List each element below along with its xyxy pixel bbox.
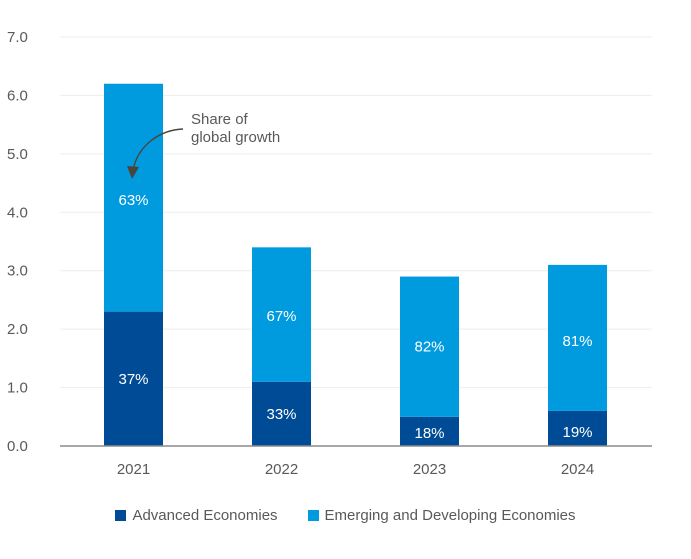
bar-segment-emerging-2023 [400, 276, 459, 417]
x-tick-label: 2021 [117, 461, 150, 478]
data-label: 19% [562, 424, 592, 441]
legend-swatch-advanced [115, 510, 127, 521]
x-tick-label: 2022 [265, 461, 298, 478]
bar-segment-emerging-2021 [104, 83, 163, 312]
x-axis: 2021 2022 2023 2024 [117, 461, 594, 478]
y-tick-label: 7.0 [7, 29, 28, 46]
data-label: 33% [266, 406, 296, 423]
data-label: 37% [118, 371, 148, 388]
bar-segment-advanced-2022 [252, 381, 311, 446]
x-tick-label: 2023 [413, 461, 446, 478]
bar-segment-advanced-2024 [548, 410, 607, 446]
data-label: 18% [414, 425, 444, 442]
y-tick-label: 0.0 [7, 438, 28, 455]
bar-segment-emerging-2022 [252, 247, 311, 382]
y-tick-label: 1.0 [7, 380, 28, 397]
annotation-text-line2: global growth [191, 129, 280, 146]
legend-label-emerging: Emerging and Developing Economies [324, 507, 576, 524]
y-tick-label: 4.0 [7, 204, 28, 221]
y-tick-label: 5.0 [7, 146, 28, 163]
data-label: 67% [266, 308, 296, 325]
bars: 37% 63% 33% 67% 18% 82% 19% 81% [104, 83, 607, 446]
y-tick-label: 6.0 [7, 87, 28, 104]
annotation-arrow-icon [132, 128, 184, 171]
bar-segment-advanced-2021 [104, 311, 163, 446]
x-tick-label: 2024 [561, 461, 594, 478]
legend-item-advanced: Advanced Economies [115, 507, 278, 524]
legend-label-advanced: Advanced Economies [132, 507, 278, 524]
bar-segment-emerging-2024 [548, 264, 607, 411]
bar-segment-advanced-2023 [400, 416, 459, 446]
annotation-text-line1: Share of [191, 111, 249, 128]
data-label: 63% [118, 192, 148, 209]
legend-item-emerging: Emerging and Developing Economies [307, 507, 576, 524]
y-axis: 0.0 1.0 2.0 3.0 4.0 5.0 6.0 7.0 [7, 29, 28, 455]
annotation-arrowhead-icon [127, 166, 139, 179]
data-label: 81% [562, 333, 592, 350]
stacked-bar-chart: 0.0 1.0 2.0 3.0 4.0 5.0 6.0 7.0 37% 63% 33% 67% 18%… [7, 29, 652, 478]
y-tick-label: 3.0 [7, 263, 28, 280]
legend: Advanced Economies Emerging and Developi… [0, 507, 691, 524]
annotation: Share of global growth [127, 111, 280, 179]
y-tick-label: 2.0 [7, 321, 28, 338]
data-label: 82% [414, 339, 444, 356]
legend-swatch-emerging [307, 510, 319, 521]
